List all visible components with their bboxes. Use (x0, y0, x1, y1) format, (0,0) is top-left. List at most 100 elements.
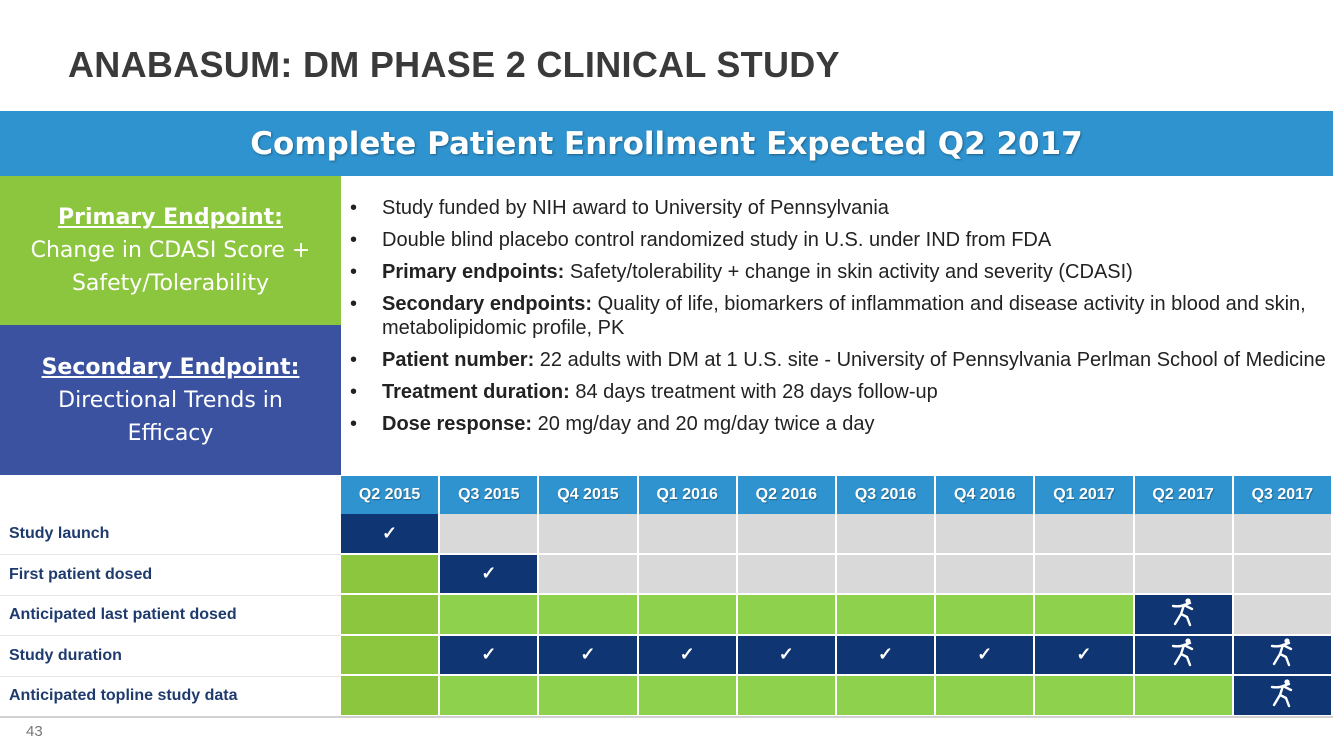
timeline-cell-empty (1233, 514, 1333, 555)
row-divider (0, 554, 341, 555)
timeline-row: Anticipated last patient dosed (0, 595, 1333, 636)
runner-icon (1269, 637, 1295, 672)
checkmark-icon: ✓ (1076, 644, 1092, 665)
timeline-cell-empty (638, 554, 738, 595)
checkmark-icon: ✓ (580, 644, 596, 665)
timeline-cells: ✓ (341, 554, 1333, 595)
timeline-cell-milestone (1233, 676, 1333, 717)
timeline-cell-active (539, 595, 639, 636)
timeline-cell-active (737, 595, 837, 636)
timeline-cell-empty (539, 514, 639, 555)
page-title: ANABASUM: DM PHASE 2 CLINICAL STUDY (68, 44, 840, 85)
primary-endpoint-line1: Change in CDASI Score + (30, 238, 311, 263)
timeline-cell-active (936, 676, 1036, 717)
quarter-header-cell: Q1 2017 (1035, 476, 1135, 514)
timeline-cells: ✓ ✓ ✓ ✓ ✓ ✓ ✓ (341, 635, 1333, 676)
timeline-cell-active (836, 676, 937, 717)
timeline-cell-done (341, 676, 441, 717)
timeline-cells (341, 595, 1333, 636)
quarter-header-cell: Q2 2017 (1134, 476, 1234, 514)
primary-endpoint-line2: Safety/Tolerability (71, 271, 270, 296)
timeline-cell-active (440, 595, 540, 636)
quarter-header-cell: Q1 2016 (638, 476, 738, 514)
timeline-cell-empty (836, 554, 937, 595)
timeline-cell-check: ✓ (737, 635, 837, 676)
timeline-cell-check: ✓ (440, 554, 540, 595)
timeline-cell-empty (737, 514, 837, 555)
quarter-header-cell: Q4 2015 (539, 476, 639, 514)
timeline-cell-empty (539, 554, 639, 595)
timeline-cell-milestone (1134, 635, 1234, 676)
timeline-cell-active (737, 676, 837, 717)
secondary-endpoint-line1: Directional Trends in (58, 387, 283, 413)
checkmark-icon: ✓ (481, 644, 497, 665)
timeline-cell-active (1035, 676, 1135, 717)
quarter-header-cell: Q3 2016 (836, 476, 937, 514)
timeline-cell-active (539, 676, 639, 717)
runner-icon (1269, 678, 1295, 713)
bullet-item: Secondary endpoints: Quality of life, bi… (348, 292, 1328, 340)
timeline-cell-check: ✓ (440, 635, 540, 676)
checkmark-icon: ✓ (679, 644, 695, 665)
timeline-cell-empty (1233, 595, 1333, 636)
bullet-item: Primary endpoints: Safety/tolerability +… (348, 260, 1328, 284)
timeline-cell-active (638, 595, 738, 636)
bullet-item: Dose response: 20 mg/day and 20 mg/day t… (348, 412, 1328, 436)
row-divider (0, 675, 341, 677)
page-number: 43 (26, 723, 43, 740)
timeline-cell-milestone (1233, 635, 1333, 676)
bullet-item: Patient number: 22 adults with DM at 1 U… (348, 348, 1328, 372)
timeline-cell-empty (1134, 554, 1234, 595)
secondary-endpoint-line2: Efficacy (127, 420, 214, 446)
timeline-cell-check: ✓ (341, 514, 441, 555)
row-divider (0, 635, 341, 636)
timeline-cell-empty (440, 514, 540, 555)
quarter-header-cell: Q3 2017 (1233, 476, 1333, 514)
bullet-item: Treatment duration: 84 days treatment wi… (348, 380, 1328, 404)
bullet-item: Double blind placebo control randomized … (348, 228, 1328, 252)
timeline-cell-check: ✓ (638, 635, 738, 676)
timeline-cell-empty (1134, 514, 1234, 555)
timeline-cell-milestone (1134, 595, 1234, 636)
secondary-endpoint-box: Secondary Endpoint: Directional Trends i… (0, 325, 341, 475)
timeline-cells (341, 676, 1333, 717)
timeline-row-label: First patient dosed (9, 565, 153, 583)
timeline-cell-empty (1035, 514, 1135, 555)
timeline-cell-empty (1233, 554, 1333, 595)
timeline-row-label: Anticipated last patient dosed (9, 606, 237, 624)
timeline-row: Anticipated topline study data (0, 676, 1333, 717)
timeline-row: Study duration ✓ ✓ ✓ ✓ ✓ ✓ ✓ (0, 635, 1333, 677)
timeline-cells: ✓ (341, 514, 1333, 555)
runner-icon (1170, 597, 1196, 632)
timeline-cell-check: ✓ (836, 635, 937, 676)
timeline-cell-active (638, 676, 738, 717)
timeline-cell-check: ✓ (1035, 635, 1135, 676)
checkmark-icon: ✓ (481, 563, 497, 584)
bottom-divider (0, 716, 1333, 718)
timeline-cell-empty (737, 554, 837, 595)
secondary-endpoint-heading: Secondary Endpoint: (41, 354, 300, 380)
timeline-cell-empty (1035, 554, 1135, 595)
timeline-cell-empty (836, 514, 937, 555)
timeline-row-label: Anticipated topline study data (9, 687, 238, 705)
timeline-cell-empty (936, 554, 1036, 595)
bullet-item: Study funded by NIH award to University … (348, 196, 1328, 220)
checkmark-icon: ✓ (778, 644, 794, 665)
timeline-row-label: Study launch (9, 525, 110, 543)
runner-icon (1170, 637, 1196, 672)
timeline-cell-check: ✓ (539, 635, 639, 676)
checkmark-icon: ✓ (977, 644, 993, 665)
timeline-row-label: Study duration (9, 646, 122, 664)
quarter-header-cell: Q4 2016 (936, 476, 1036, 514)
timeline-cell-active (1134, 676, 1234, 717)
timeline-cell-done (341, 554, 441, 595)
timeline-cell-active (936, 595, 1036, 636)
timeline-row: Study launch ✓ (0, 514, 1333, 555)
quarter-header-cell: Q2 2016 (737, 476, 837, 514)
timeline-quarter-header: Q2 2015 Q3 2015 Q4 2015 Q1 2016 Q2 2016 Q3 20… (341, 476, 1333, 514)
checkmark-icon: ✓ (382, 522, 398, 543)
primary-endpoint-heading: Primary Endpoint: (58, 205, 283, 230)
timeline-cell-active (836, 595, 937, 636)
timeline-row: First patient dosed ✓ (0, 554, 1333, 596)
timeline-cell-done (341, 595, 441, 636)
